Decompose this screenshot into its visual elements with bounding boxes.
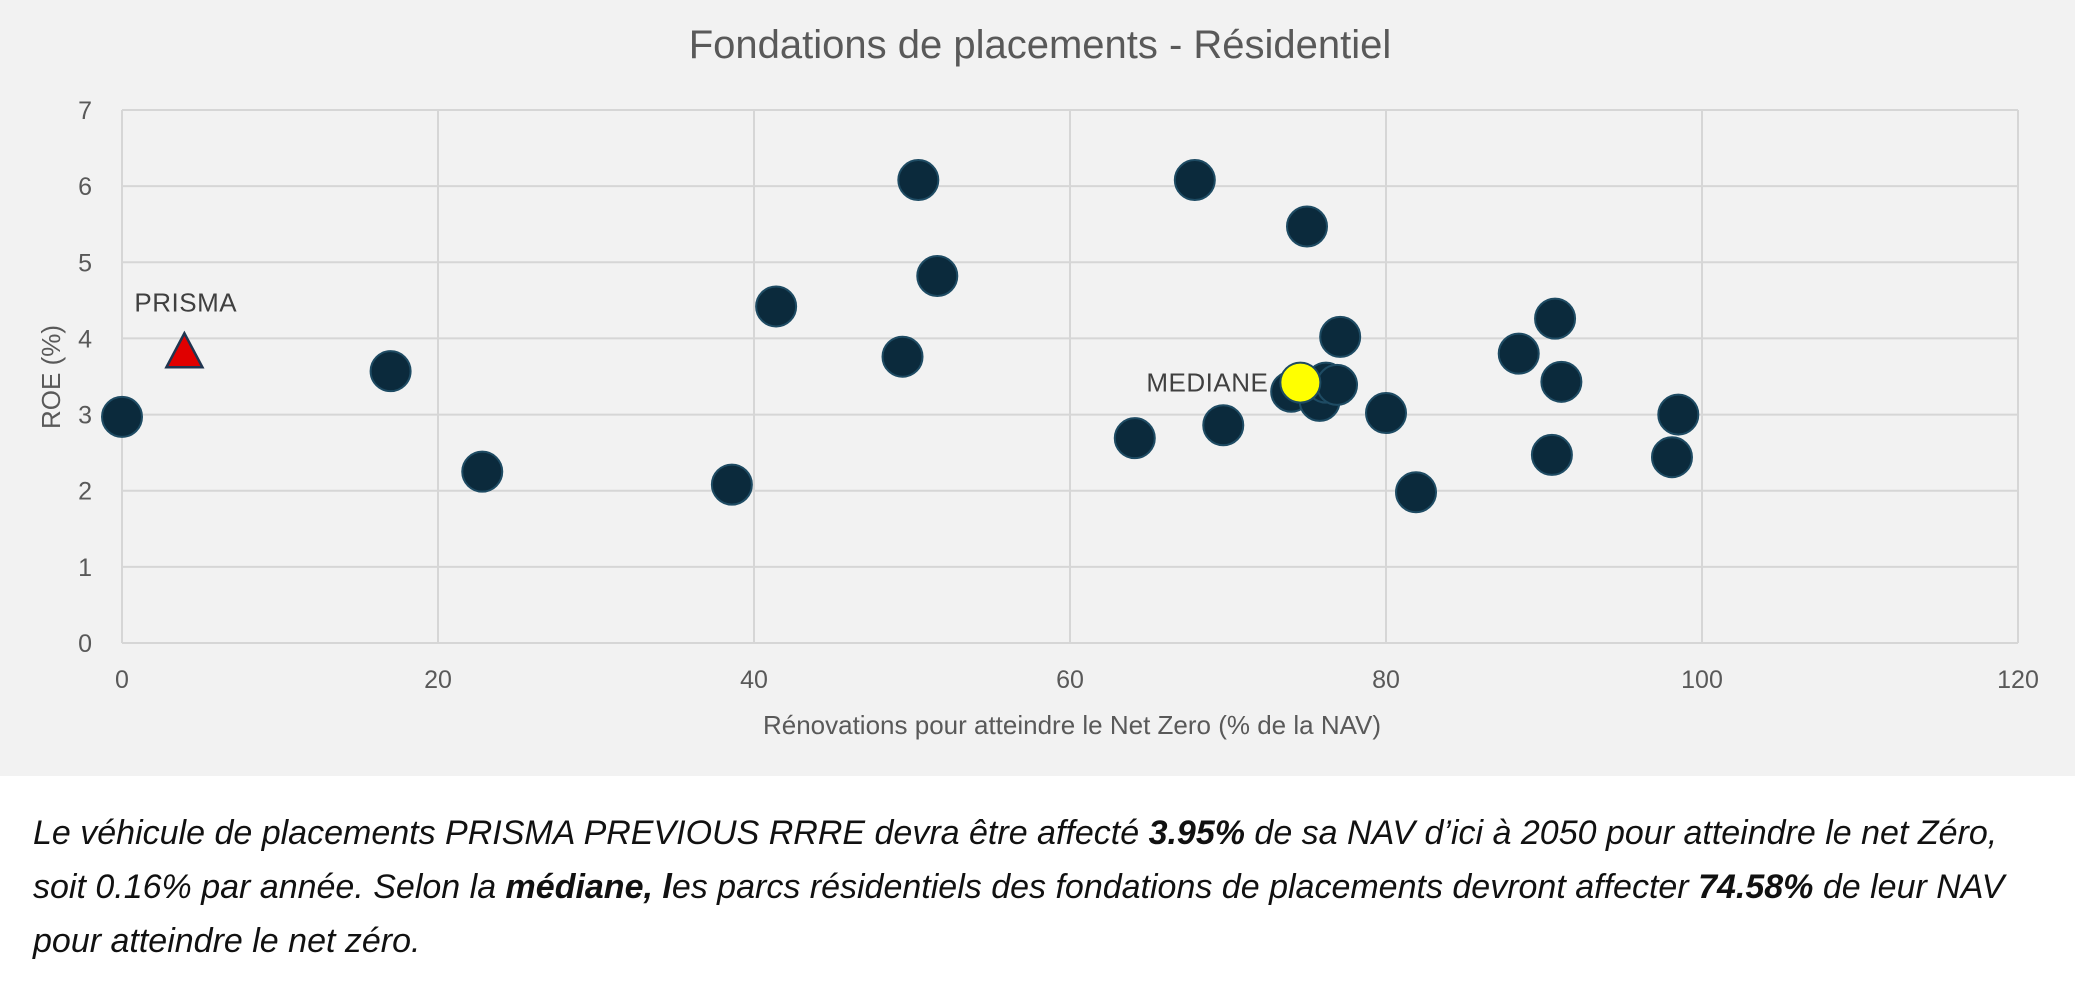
- point-fondations-de-placements-5: [881, 335, 924, 378]
- caption-bold-prisma-value: 3.95%: [1148, 814, 1245, 852]
- caption-bold-median-value: 74.58%: [1698, 868, 1814, 906]
- y-tick-label-5: 5: [78, 249, 92, 277]
- data-points: [101, 159, 1700, 514]
- point-fondations-de-placements-22: [1540, 360, 1583, 403]
- point-fondations-de-placements-0: [101, 395, 143, 438]
- point-fondations-de-placements-16: [1319, 315, 1362, 358]
- point-fondations-de-placements-21: [1534, 297, 1577, 340]
- y-tick-label-1: 1: [78, 554, 92, 582]
- chart-title: Fondations de placements - Résidentiel: [689, 23, 1392, 67]
- x-tick-label-20: 20: [424, 666, 452, 694]
- point-fondations-de-placements-8: [1113, 417, 1156, 460]
- gridlines: [121, 109, 2019, 644]
- point-fondations-de-placements-17: [1365, 392, 1407, 435]
- point-fondations-de-placements-1: [369, 350, 412, 393]
- point-fondations-de-placements-12: [1286, 205, 1328, 248]
- y-tick-label-4: 4: [78, 325, 92, 353]
- annotation-prisma: PRISMA: [134, 288, 237, 318]
- x-tick-label-60: 60: [1056, 666, 1084, 694]
- caption-part-2: de sa NAV d’ici à 2050 pour atteindre le…: [33, 814, 1998, 906]
- point-fondations-de-placements-15: [1316, 363, 1359, 406]
- point-fondations-de-placements-9: [1173, 159, 1216, 202]
- x-tick-label-0: 0: [115, 666, 129, 694]
- chart-area: Fondations de placements - Résidentiel 0…: [0, 0, 2075, 776]
- x-tick-label-40: 40: [740, 666, 768, 694]
- point-fondations-de-placements-20: [1530, 433, 1573, 476]
- caption-part-4: de leur NAV pour atteindre le net zéro.: [33, 868, 2005, 960]
- annotation-mediane: MEDIANE: [1146, 368, 1268, 398]
- caption-bold-median: médiane, l: [505, 868, 672, 906]
- point-fondations-de-placements-3: [710, 463, 753, 506]
- point-fondations-de-placements-24: [1657, 393, 1700, 436]
- x-tick-label-80: 80: [1372, 666, 1400, 694]
- x-tick-label-100: 100: [1681, 666, 1723, 694]
- point-fondations-de-placements-2: [461, 450, 504, 493]
- point-fondations-de-placements-23: [1650, 436, 1693, 479]
- y-tick-label-0: 0: [78, 630, 92, 658]
- point-fondations-de-placements-10: [1202, 404, 1245, 447]
- point-fondations-de-placements-6: [897, 159, 940, 202]
- point-fondations-de-placements-7: [916, 254, 959, 297]
- scatter-chart: Fondations de placements - Résidentiel 0…: [36, 23, 2039, 740]
- caption-text: Le véhicule de placements PRISMA PREVIOU…: [33, 806, 2043, 968]
- y-tick-label-3: 3: [78, 402, 92, 430]
- point-prisma-0: [164, 330, 205, 369]
- caption-part-3: es parcs résidentiels des fondations de …: [671, 868, 1699, 906]
- y-axis-title: ROE (%): [36, 325, 66, 429]
- point-mediane-0: [1279, 361, 1322, 404]
- x-tick-label-120: 120: [1997, 666, 2039, 694]
- y-tick-label-2: 2: [78, 478, 92, 506]
- tick-labels: 0 1 2 3 4 5 6 7 0 20 40 60 80 100 120: [78, 97, 2039, 694]
- y-tick-label-7: 7: [78, 97, 92, 125]
- caption-part-1: Le véhicule de placements PRISMA PREVIOU…: [33, 814, 1149, 852]
- point-fondations-de-placements-18: [1395, 471, 1438, 514]
- point-fondations-de-placements-4: [755, 285, 798, 328]
- point-fondations-de-placements-19: [1497, 332, 1540, 375]
- annotations: PRISMA MEDIANE: [134, 288, 1268, 398]
- y-tick-label-6: 6: [78, 173, 92, 201]
- x-axis-title: Rénovations pour atteindre le Net Zero (…: [763, 710, 1381, 740]
